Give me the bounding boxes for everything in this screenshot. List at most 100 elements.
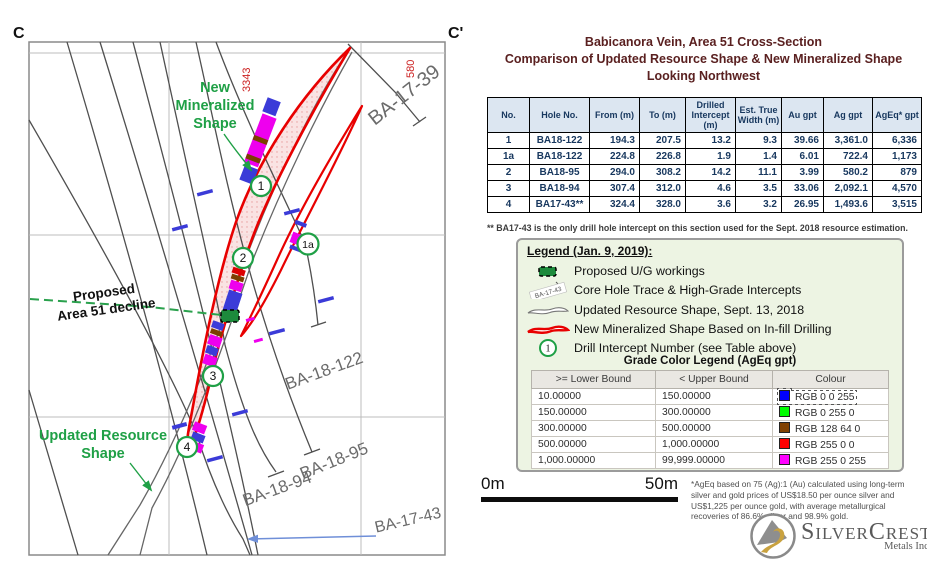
colour-swatch-red [779, 438, 790, 449]
cell: 1 [487, 132, 530, 149]
legend-item-label: Drill Intercept Number (see Table above) [574, 340, 797, 355]
cell: 1.4 [735, 148, 782, 165]
trace-ba-17-43 [28, 119, 251, 556]
cell: 6.01 [781, 148, 824, 165]
grade-colour: RGB 0 0 255 [772, 388, 889, 405]
grade-row: 1,000.00000 99,999.00000 RGB 255 0 255 [531, 452, 889, 469]
cell: 1.9 [685, 148, 736, 165]
col-hole: Hole No. [529, 97, 590, 133]
scale-label-50m: 50m [644, 474, 678, 493]
grade-lower: 150.00000 [531, 404, 656, 421]
updated-shape-label-2: Shape [81, 446, 125, 462]
ug-workings-icon [522, 264, 574, 278]
high-grade-dashes [171, 188, 335, 463]
grade-colour: RGB 0 255 0 [772, 404, 889, 421]
legend-title: Legend (Jan. 9, 2019): [527, 244, 653, 258]
colour-text: RGB 255 0 0 [795, 440, 855, 451]
legend-item-ug-workings: Proposed U/G workings [522, 261, 705, 280]
colour-text: RGB 0 255 0 [795, 408, 855, 419]
table-header-row: No. Hole No. From (m) To (m) Drilled Int… [487, 97, 922, 133]
col-au: Au gpt [781, 97, 824, 133]
col-from: From (m) [589, 97, 640, 133]
cell: 207.5 [639, 132, 686, 149]
cell: 14.2 [685, 164, 736, 181]
table-row: 3 BA18-94 307.4 312.0 4.6 3.5 33.06 2,092.1 4,57… [487, 180, 922, 197]
new-shape-label-1: New [200, 80, 231, 96]
new-shape-arrow [223, 133, 253, 172]
marker-1: 1 [258, 179, 265, 193]
intercept-3-bars [202, 320, 225, 368]
col-width: Est. True Width (m) [735, 97, 782, 133]
grade-col-colour: Colour [772, 370, 889, 389]
marker-3: 3 [210, 369, 217, 383]
legend-item-new-shape: New Mineralized Shape Based on In-fill D… [522, 319, 832, 338]
cell: 3,515 [872, 196, 922, 213]
col-drilled: Drilled Intercept (m) [685, 97, 736, 133]
cell: BA18-95 [529, 164, 590, 181]
table-row: 2 BA18-95 294.0 308.2 14.2 11.1 3.99 580.2 879 [487, 164, 922, 181]
scale-bar [481, 497, 678, 502]
updated-shape-label-1: Updated Resource [39, 428, 167, 444]
legend-item-intercept-number: 1 Drill Intercept Number (see Table abov… [522, 338, 796, 357]
grade-row: 300.00000 500.00000 RGB 128 64 0 [531, 420, 889, 437]
grade-col-upper: < Upper Bound [655, 370, 773, 389]
cell: 312.0 [639, 180, 686, 197]
cell: 3 [487, 180, 530, 197]
table-footnote: ** BA17-43 is the only drill hole interc… [487, 223, 908, 233]
updated-shape-arrow [129, 462, 153, 492]
legend-item-label: New Mineralized Shape Based on In-fill D… [574, 321, 832, 336]
grade-lower: 300.00000 [531, 420, 656, 437]
grade-row: 500.00000 1,000.00000 RGB 255 0 0 [531, 436, 889, 453]
grade-row: 150.00000 300.00000 RGB 0 255 0 [531, 404, 889, 421]
marker-2: 2 [240, 251, 247, 265]
title-line-1: Babicanora Vein, Area 51 Cross-Section [584, 35, 823, 49]
colour-swatch-green [779, 406, 790, 417]
grid-lines [29, 42, 445, 555]
grade-lower: 500.00000 [531, 436, 656, 453]
title-line-2: Comparison of Updated Resource Shape & N… [504, 52, 903, 66]
grade-upper: 1,000.00000 [655, 436, 773, 453]
cell: 4,570 [872, 180, 922, 197]
new-shape-label-2: Mineralized [176, 98, 255, 114]
legend-panel: Legend (Jan. 9, 2019): Proposed U/G work… [516, 238, 904, 472]
logo-subtitle: Metals Inc. [884, 540, 927, 552]
grade-col-lower: >= Lower Bound [531, 370, 656, 389]
cell: BA18-122 [529, 132, 590, 149]
cell: 294.0 [589, 164, 640, 181]
colour-text: RGB 128 64 0 [795, 424, 861, 435]
annotations: New Mineralized Shape Updated Resource S… [39, 80, 255, 462]
section-end-c: C [13, 25, 25, 42]
ba-17-43-pointer-arrow [246, 534, 377, 543]
trace-ba-17-39 [347, 43, 421, 123]
cell: 1a [487, 148, 530, 165]
cell: 580.2 [823, 164, 873, 181]
cell: 3,361.0 [823, 132, 873, 149]
cell: 39.66 [781, 132, 824, 149]
cell: 4 [487, 196, 530, 213]
legend-item-label: Core Hole Trace & High-Grade Intercepts [574, 282, 802, 297]
cell: 3.6 [685, 196, 736, 213]
grade-lower: 10.00000 [531, 388, 656, 405]
logo-text: SilverCrest Metals Inc. [801, 520, 927, 552]
trace-ba-18-95 [195, 41, 313, 453]
grade-colour: RGB 255 0 0 [772, 436, 889, 453]
grade-lower: 1,000.00000 [531, 452, 656, 469]
colour-swatch-blue [779, 390, 790, 401]
marker-1a: 1a [302, 239, 314, 251]
table-row: 1 BA18-122 194.3 207.5 13.2 9.3 39.66 3,361.0 6,… [487, 132, 922, 149]
coord-label-3343: 3343 [241, 68, 253, 92]
grade-colour: RGB 255 0 255 [772, 452, 889, 469]
cell: 11.1 [735, 164, 782, 181]
legend-item-label: Proposed U/G workings [574, 263, 705, 278]
cell: 328.0 [639, 196, 686, 213]
cell: 3.2 [735, 196, 782, 213]
cell: 2,092.1 [823, 180, 873, 197]
section-end-c-prime: C' [448, 25, 463, 42]
title-line-3: Looking Northwest [646, 69, 761, 83]
cell: 722.4 [823, 148, 873, 165]
col-no: No. [487, 97, 530, 133]
cross-section-drawing: 1 1a 2 3 4 C C' 3343 580 New Mineralized… [13, 25, 463, 556]
scale-label-0m: 0m [481, 474, 505, 493]
cell: 33.06 [781, 180, 824, 197]
table-row: 4 BA17-43** 324.4 328.0 3.6 3.2 26.95 1,493.6 3,… [487, 196, 922, 213]
